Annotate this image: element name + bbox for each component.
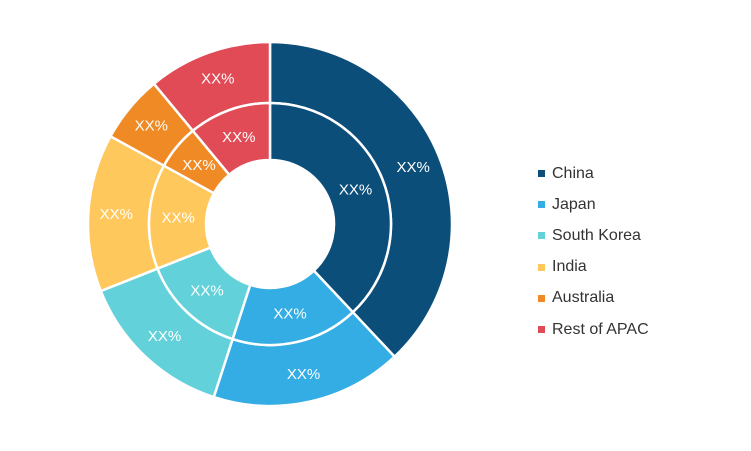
outer-slice-label-japan: XX% <box>287 366 320 383</box>
legend-label-south-korea: South Korea <box>552 226 641 244</box>
legend-item-japan: Japan <box>538 189 649 220</box>
legend-swatch-rest-of-apac <box>538 326 545 334</box>
outer-slice-label-rest-of-apac: XX% <box>201 71 234 88</box>
legend-swatch-china <box>538 170 545 178</box>
legend-label-china: China <box>552 164 594 182</box>
chart-legend: China Japan South Korea India Australia … <box>538 158 649 345</box>
outer-slice-label-australia: XX% <box>135 117 168 134</box>
inner-slice-label-china: XX% <box>339 182 372 199</box>
inner-slice-label-rest-of-apac: XX% <box>222 129 255 146</box>
legend-item-australia: Australia <box>538 283 649 314</box>
legend-item-south-korea: South Korea <box>538 220 649 251</box>
outer-slice-label-south-korea: XX% <box>148 328 181 345</box>
inner-slice-china <box>268 101 393 314</box>
legend-label-rest-of-apac: Rest of APAC <box>552 320 649 338</box>
legend-swatch-india <box>538 263 545 271</box>
inner-slice-label-india: XX% <box>162 210 195 227</box>
legend-label-india: India <box>552 258 587 276</box>
legend-label-japan: Japan <box>552 195 596 213</box>
legend-item-india: India <box>538 252 649 283</box>
legend-swatch-australia <box>538 294 545 302</box>
inner-slice-label-south-korea: XX% <box>190 283 223 300</box>
inner-slice-label-japan: XX% <box>273 305 306 322</box>
inner-slice-rest-of-apac <box>191 101 272 176</box>
outer-slice-label-china: XX% <box>397 159 430 176</box>
inner-slice-label-australia: XX% <box>182 157 215 174</box>
legend-item-rest-of-apac: Rest of APAC <box>538 314 649 345</box>
legend-label-australia: Australia <box>552 289 615 307</box>
outer-slice-label-india: XX% <box>100 206 133 223</box>
legend-swatch-south-korea <box>538 232 545 240</box>
legend-swatch-japan <box>538 201 545 209</box>
legend-item-china: China <box>538 158 649 189</box>
